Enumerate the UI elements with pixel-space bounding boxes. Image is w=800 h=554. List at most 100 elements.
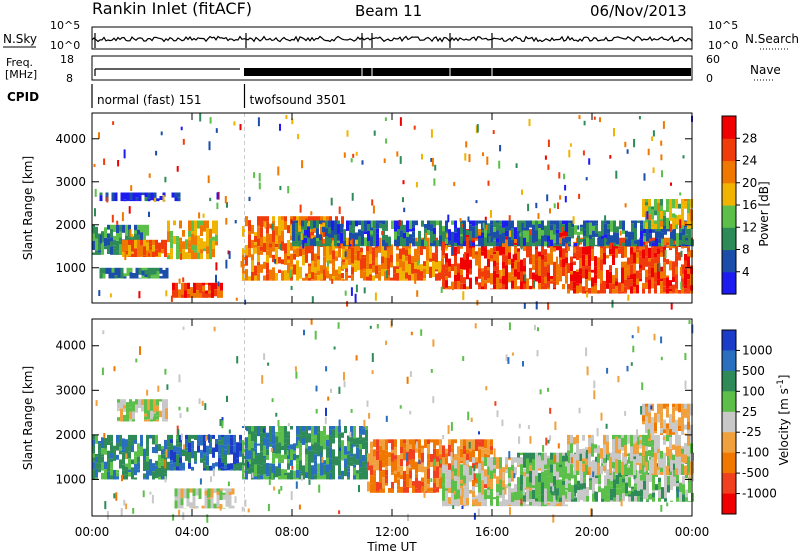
heatmap-cell: [394, 239, 397, 247]
heatmap-cell: [92, 240, 95, 250]
heatmap-cell: [292, 220, 295, 232]
heatmap-cell: [239, 462, 242, 469]
heatmap-cell: [472, 220, 475, 227]
heatmap-cell: [672, 292, 675, 294]
heatmap-speck: [564, 184, 567, 191]
heatmap-cell: [328, 233, 331, 238]
heatmap-cell: [146, 470, 149, 480]
colorbar-swatch: [722, 249, 736, 273]
heatmap-cell: [645, 199, 648, 203]
heatmap-cell: [417, 263, 420, 270]
heatmap-cell: [191, 250, 194, 260]
heatmap-cell: [520, 490, 523, 502]
heatmap-cell: [396, 261, 399, 267]
heatmap-cell: [481, 271, 484, 277]
heatmap-cell: [305, 435, 308, 444]
heatmap-speck: [684, 353, 687, 361]
heatmap-cell: [305, 443, 308, 449]
heatmap-speck: [350, 240, 353, 245]
heatmap-cell: [660, 205, 663, 211]
heatmap-cell: [382, 449, 385, 462]
heatmap-cell: [478, 229, 481, 232]
heatmap-cell: [625, 476, 628, 483]
heatmap-cell: [460, 236, 463, 240]
heatmap-cell: [388, 236, 391, 245]
heatmap-cell: [660, 289, 663, 294]
heatmap-cell: [316, 220, 319, 229]
heatmap-cell: [448, 244, 451, 247]
heatmap-cell: [616, 495, 619, 502]
heatmap-speck: [399, 117, 402, 126]
heatmap-cell: [529, 285, 532, 290]
heatmap-cell: [484, 244, 487, 247]
heatmap-cell: [313, 237, 316, 242]
heatmap-cell: [463, 475, 466, 484]
heatmap-cell: [618, 291, 621, 294]
heatmap-cell: [206, 455, 209, 466]
heatmap-cell: [187, 289, 190, 294]
heatmap-cell: [535, 452, 538, 462]
heatmap-cell: [218, 440, 221, 445]
heatmap-cell: [586, 487, 589, 496]
heatmap-cell: [445, 465, 448, 472]
heatmap-cell: [248, 442, 251, 451]
heatmap-cell: [685, 489, 688, 498]
heatmap-cell: [251, 239, 254, 249]
heatmap-cell: [676, 481, 679, 484]
heatmap-cell: [360, 254, 363, 267]
heatmap-cell: [496, 457, 499, 469]
heatmap-cell: [272, 444, 275, 452]
heatmap-cell: [523, 499, 526, 502]
heatmap-cell: [633, 290, 636, 294]
heatmap-speck: [148, 253, 150, 257]
heatmap-speck: [206, 490, 209, 498]
heatmap-cell: [418, 448, 421, 452]
heatmap-cell: [266, 250, 269, 255]
heatmap-cell: [645, 269, 648, 277]
heatmap-cell: [448, 271, 451, 278]
heatmap-cell: [630, 468, 633, 475]
heatmap-cell: [304, 229, 307, 236]
heatmap-cell: [278, 216, 281, 226]
heatmap-speck: [552, 486, 555, 492]
heatmap-cell: [615, 453, 618, 460]
heatmap-speck: [337, 322, 340, 329]
heatmap-speck: [130, 185, 133, 191]
heatmap-cell: [619, 477, 622, 489]
heatmap-cell: [621, 437, 624, 448]
heatmap-cell: [568, 244, 571, 247]
heatmap-speck: [403, 207, 406, 213]
heatmap-speck: [509, 230, 511, 237]
heatmap-cell: [654, 434, 657, 444]
heatmap-cell: [438, 272, 441, 277]
heatmap-cell: [630, 286, 633, 294]
heatmap-cell: [544, 484, 547, 489]
heatmap-cell: [642, 199, 645, 202]
heatmap-speck: [578, 407, 581, 414]
heatmap-speck: [278, 489, 281, 495]
heatmap-speck: [518, 423, 521, 429]
heatmap-cell: [526, 473, 529, 477]
heatmap-cell: [631, 220, 634, 224]
heatmap-cell: [313, 220, 316, 228]
heatmap-cell: [152, 463, 155, 472]
heatmap-cell: [403, 224, 406, 233]
heatmap-cell: [191, 434, 194, 439]
heatmap-speck: [248, 196, 251, 202]
heatmap-cell: [128, 237, 131, 241]
heatmap-cell: [481, 276, 484, 287]
heatmap-speck: [547, 164, 550, 170]
heatmap-cell: [104, 448, 107, 455]
heatmap-cell: [362, 437, 365, 450]
heatmap-cell: [639, 440, 642, 445]
heatmap-cell: [254, 464, 257, 477]
colorbar-swatch: [722, 473, 736, 494]
heatmap-cell: [98, 250, 101, 253]
heatmap-speck: [94, 188, 97, 197]
heatmap-cell: [251, 431, 254, 442]
heatmap-cell: [391, 439, 394, 450]
heatmap-cell: [523, 452, 526, 461]
heatmap-cell: [624, 245, 627, 258]
heatmap-cell: [293, 216, 296, 221]
heatmap-cell: [609, 265, 612, 272]
